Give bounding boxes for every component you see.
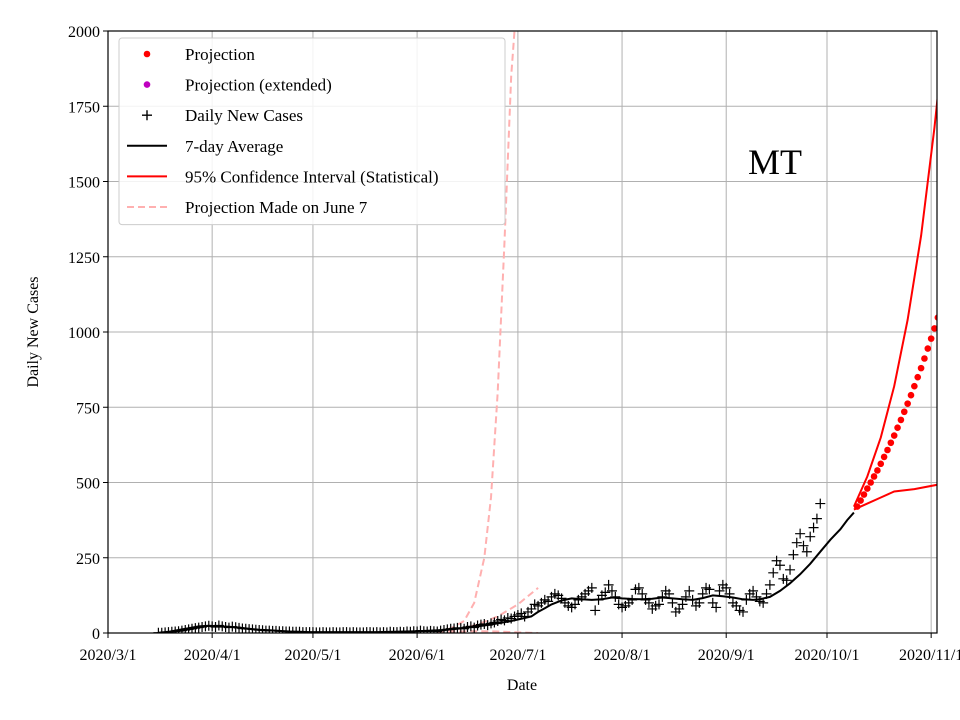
projection-point — [897, 416, 905, 424]
daily-case-marker — [764, 579, 775, 590]
x-axis-title: Date — [507, 677, 537, 694]
daily-case-marker — [721, 582, 732, 593]
daily-case-marker — [748, 585, 759, 596]
daily-case-marker — [801, 546, 812, 557]
x-tick-label-6: 2020/9/1 — [698, 647, 755, 664]
daily-case-marker — [637, 588, 648, 599]
projection-point — [914, 373, 922, 381]
seven-day-average-line — [158, 511, 855, 633]
x-tick-label-2: 2020/5/1 — [285, 647, 342, 664]
projection-point — [911, 382, 918, 390]
legend-label-ci: 95% Confidence Interval (Statistical) — [185, 167, 439, 186]
projection-point — [880, 453, 888, 461]
daily-case-marker — [714, 585, 725, 596]
y-tick-label-4: 1000 — [68, 325, 100, 342]
daily-case-marker — [677, 599, 688, 610]
projection-point — [900, 408, 908, 416]
projection-point — [907, 391, 915, 399]
daily-case-marker — [781, 575, 792, 586]
daily-case-marker — [758, 597, 769, 608]
y-tick-label-7: 1750 — [68, 99, 100, 116]
daily-case-marker — [590, 605, 601, 616]
projection-point — [934, 314, 937, 321]
daily-case-marker — [798, 540, 809, 551]
ci-line-5 — [853, 483, 937, 511]
daily-case-marker — [788, 549, 799, 560]
daily-case-marker — [805, 531, 816, 542]
daily-case-marker — [791, 537, 802, 548]
daily-case-marker — [785, 564, 796, 575]
daily-case-marker — [684, 585, 695, 596]
daily-case-marker — [654, 599, 665, 610]
daily-case-marker — [633, 582, 644, 593]
projection-point — [864, 485, 871, 492]
axis-ticks: 2020/3/1 2020/4/1 2020/5/1 2020/6/1 2020/7/1… — [68, 24, 960, 664]
y-tick-label-8: 2000 — [68, 24, 100, 41]
x-tick-label-0: 2020/3/1 — [80, 647, 137, 664]
projection-point — [924, 345, 932, 352]
y-tick-label-6: 1500 — [68, 175, 100, 192]
daily-case-marker — [711, 602, 722, 613]
x-tick-label-5: 2020/8/1 — [594, 647, 651, 664]
y-axis-title: Daily New Cases — [25, 276, 42, 387]
june7-projection-line-7 — [437, 31, 516, 633]
projection-point — [931, 325, 937, 332]
legend-box — [118, 37, 506, 226]
legend-swatch-daily — [142, 110, 152, 121]
projection-point — [884, 446, 891, 454]
projection-point — [857, 497, 864, 504]
x-tick-label-8: 2020/11/1 — [899, 647, 960, 664]
daily-case-marker — [768, 567, 779, 578]
projection-point — [890, 432, 898, 439]
x-tick-label-4: 2020/7/1 — [489, 647, 546, 664]
projection-point — [853, 503, 861, 510]
daily-case-marker — [603, 579, 614, 590]
daily-case-marker — [795, 528, 806, 539]
x-tick-label-7: 2020/10/1 — [795, 647, 860, 664]
legend: Projection Projection (extended) Daily New… — [118, 37, 506, 226]
x-tick-label-1: 2020/4/1 — [184, 647, 241, 664]
annotation-label: MT — [748, 142, 802, 182]
legend-label-avg: 7-day Average — [185, 137, 283, 156]
y-tick-label-2: 500 — [76, 476, 100, 493]
projection-point — [874, 467, 881, 474]
legend-swatch-projection_ext — [143, 81, 151, 88]
daily-case-marker — [808, 522, 819, 533]
projection-point — [870, 473, 878, 480]
projection-point — [894, 424, 901, 432]
projection-point — [904, 400, 911, 407]
y-tick-label-5: 1250 — [68, 250, 100, 267]
legend-label-projection_ext: Projection (extended) — [185, 76, 332, 95]
daily-case-marker — [606, 585, 617, 596]
daily-case-marker — [667, 597, 678, 608]
daily-case-marker — [600, 587, 611, 598]
ci-line-4 — [852, 93, 937, 508]
daily-case-marker — [815, 498, 826, 509]
projection-point — [867, 479, 874, 486]
projection-point — [887, 439, 895, 447]
y-tick-label-0: 0 — [92, 626, 100, 643]
x-tick-label-3: 2020/6/1 — [389, 647, 446, 664]
daily-case-marker — [774, 560, 785, 571]
y-tick-label-1: 250 — [76, 551, 100, 568]
projection-point — [860, 491, 868, 498]
daily-case-marker — [811, 513, 822, 524]
plot-series — [153, 31, 937, 633]
legend-label-projection: Projection — [185, 45, 255, 64]
projection-point — [917, 364, 925, 372]
projection-point — [927, 335, 935, 342]
legend-label-june7: Projection Made on June 7 — [185, 198, 368, 217]
daily-case-marker — [586, 582, 597, 593]
legend-label-daily: Daily New Cases — [185, 106, 303, 125]
daily-case-marker — [704, 584, 715, 595]
projection-point — [877, 460, 885, 468]
y-tick-label-3: 750 — [76, 400, 100, 417]
projection-point — [921, 355, 928, 362]
legend-swatch-projection — [143, 50, 151, 58]
daily-case-marker — [738, 606, 749, 617]
